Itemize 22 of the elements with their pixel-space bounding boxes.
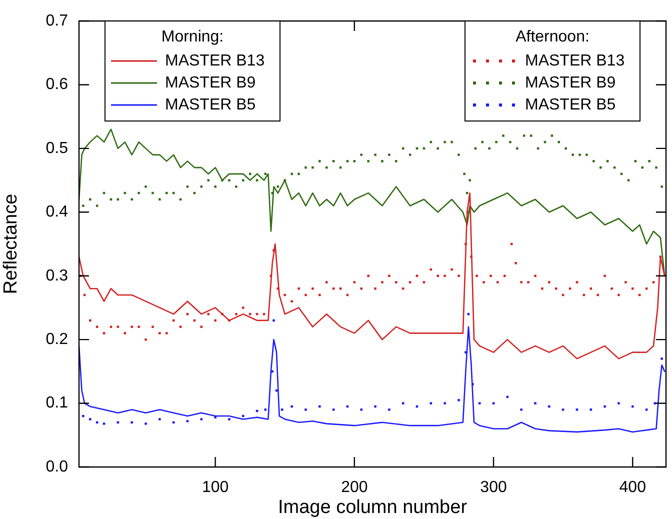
legend-label: MASTER B5	[525, 96, 616, 114]
y-axis-title: Reflectance	[0, 194, 22, 294]
y-tick-label: 0.3	[46, 267, 68, 284]
y-tick-label: 0.5	[46, 140, 68, 157]
legend-label: MASTER B9	[525, 74, 616, 92]
x-tick-label: 400	[619, 479, 646, 496]
x-tick-label: 300	[480, 479, 507, 496]
x-axis-title: Image column number	[278, 496, 468, 518]
legend-title: Morning:	[161, 28, 224, 46]
y-tick-label: 0.4	[46, 204, 68, 221]
annotation: Afternoon:	[516, 28, 590, 46]
legend-label: MASTER B9	[165, 74, 256, 92]
legend-label: MASTER B5	[165, 96, 256, 114]
y-tick-label: 0.2	[46, 330, 68, 348]
y-tick-label: 0.1	[46, 394, 68, 412]
legend-label: MASTER B13	[525, 52, 625, 70]
x-tick-label: 100	[202, 479, 229, 496]
y-tick-label: 0.0	[46, 458, 68, 476]
legend-label: MASTER B13	[165, 52, 265, 70]
y-tick-label: 0.6	[46, 76, 68, 94]
x-tick-label: 200	[341, 479, 368, 496]
y-tick-label: 0.7	[46, 12, 68, 30]
